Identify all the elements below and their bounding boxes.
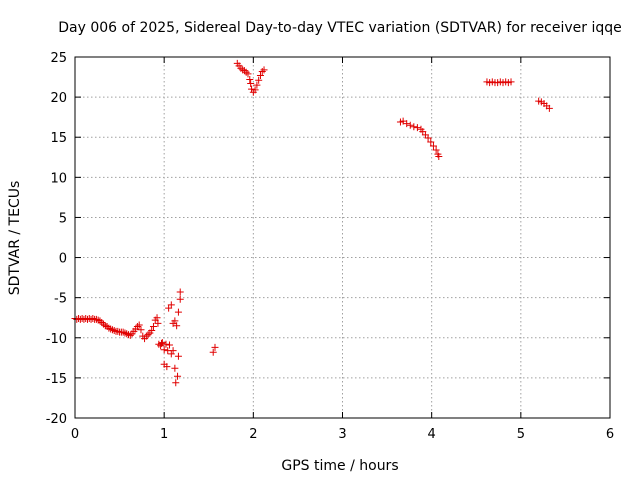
data-point	[125, 331, 132, 339]
data-point	[239, 66, 247, 74]
data-point	[253, 81, 261, 89]
data-point	[258, 67, 266, 75]
data-point	[160, 346, 168, 354]
x-tick-label: 3	[338, 427, 346, 442]
data-point	[174, 308, 182, 316]
data-point	[260, 66, 268, 74]
data-point	[171, 317, 179, 325]
data-point	[255, 76, 263, 84]
data-point	[119, 328, 127, 336]
data-point	[413, 124, 421, 132]
y-tick-label: -20	[46, 412, 67, 427]
data-point	[403, 120, 411, 128]
y-tick-label: 15	[50, 131, 67, 146]
data-point	[424, 134, 432, 142]
data-point	[429, 142, 437, 150]
data-point	[169, 347, 177, 355]
data-point	[154, 319, 162, 327]
axis-ticks: 0 1 2 3 4 5 6 -20 -15 -10 -5 0 5 10 15 20 25	[46, 51, 614, 442]
x-tick-label: 0	[71, 427, 79, 442]
y-tick-label: -15	[46, 372, 67, 387]
y-tick-label: 25	[50, 51, 67, 66]
data-point	[135, 321, 143, 329]
data-point	[142, 332, 150, 340]
data-point	[240, 67, 248, 75]
data-point	[153, 314, 161, 322]
data-point	[167, 301, 175, 309]
data-point	[157, 339, 165, 347]
data-point	[96, 317, 104, 325]
data-point	[174, 352, 182, 360]
data-point	[100, 320, 108, 328]
x-axis-label: GPS time / hours	[281, 458, 398, 474]
data-point	[107, 325, 115, 333]
y-tick-label: 10	[50, 171, 67, 186]
data-point	[256, 71, 264, 79]
data-point	[171, 364, 179, 372]
data-point	[98, 319, 106, 327]
data-point	[172, 379, 180, 387]
data-point	[149, 323, 157, 331]
data-point	[158, 339, 166, 347]
data-point	[103, 323, 111, 331]
data-point	[237, 64, 245, 72]
data-point	[105, 324, 113, 332]
data-points	[71, 59, 553, 387]
data-point	[162, 340, 170, 348]
data-point	[108, 326, 116, 334]
data-point	[166, 341, 174, 349]
data-point	[211, 343, 219, 351]
y-tick-label: 5	[59, 211, 67, 226]
data-point	[137, 326, 145, 334]
y-tick-label: -10	[46, 332, 67, 347]
data-point	[432, 146, 440, 154]
data-point	[399, 117, 407, 125]
data-point	[507, 78, 515, 86]
data-point	[247, 79, 255, 87]
data-point	[101, 322, 109, 330]
data-point	[121, 329, 129, 337]
data-point	[176, 295, 184, 303]
data-point	[176, 288, 184, 296]
data-point	[94, 316, 102, 324]
data-point	[144, 331, 152, 339]
data-point	[163, 363, 171, 371]
data-point	[167, 350, 175, 358]
data-point	[173, 322, 181, 330]
data-point	[148, 327, 156, 335]
data-point	[126, 331, 134, 339]
grid	[75, 57, 610, 418]
data-point	[246, 75, 254, 83]
data-point	[427, 138, 435, 146]
x-tick-label: 2	[249, 427, 257, 442]
y-tick-label: -5	[54, 292, 67, 307]
data-point	[114, 327, 122, 335]
data-point	[209, 348, 217, 356]
data-point	[242, 68, 250, 76]
data-point	[248, 85, 256, 93]
x-tick-label: 6	[606, 427, 614, 442]
data-point	[410, 123, 418, 131]
data-point	[89, 315, 97, 323]
data-point	[251, 86, 259, 94]
data-point	[110, 327, 118, 335]
data-point	[92, 315, 100, 323]
x-tick-label: 4	[428, 427, 436, 442]
x-tick-label: 5	[517, 427, 525, 442]
data-point	[244, 70, 252, 78]
y-axis-label: SDTVAR / TECUs	[7, 181, 23, 296]
data-point	[545, 104, 553, 112]
x-tick-label: 1	[160, 427, 168, 442]
data-point	[174, 372, 182, 380]
chart-title: Day 006 of 2025, Sidereal Day-to-day VTE…	[58, 20, 622, 36]
y-tick-label: 20	[50, 91, 67, 106]
plot-frame	[74, 56, 611, 419]
data-point	[435, 152, 443, 160]
y-tick-label: 0	[59, 252, 67, 267]
data-point	[406, 121, 414, 129]
data-point	[133, 323, 141, 331]
